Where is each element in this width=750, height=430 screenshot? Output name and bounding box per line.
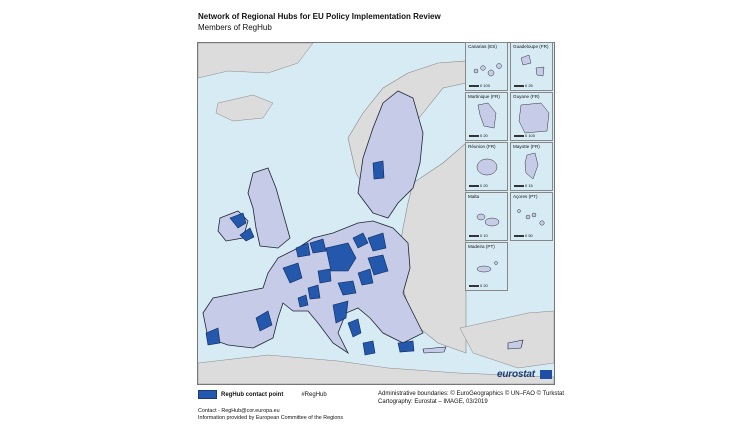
inset-label: Martinique (FR): [468, 94, 500, 99]
cartography-credit: Cartography: Eurostat – IMAGE, 03/2019: [378, 399, 488, 405]
reghub-region: [307, 284, 321, 300]
greenland-land: [198, 43, 314, 79]
inset-islands: [476, 158, 498, 176]
reghub-regions: [205, 160, 415, 356]
inset-guyane: Guyane (FR) 0 100: [510, 92, 553, 141]
reghub-region: [239, 227, 255, 242]
reghub-region: [282, 262, 303, 284]
inset-label: Réunion (FR): [468, 144, 496, 149]
contact-info: Contact - RegHub@cor.europa.eu Informati…: [198, 408, 343, 422]
inset-scale: 0 20: [469, 133, 488, 138]
reghub-region: [397, 340, 415, 353]
north-africa-land: [198, 354, 554, 384]
reghub-region: [337, 280, 357, 296]
reghub-region: [295, 242, 311, 258]
inset-scale: 0 100: [514, 133, 535, 138]
inset-label: Mayotte (FR): [513, 144, 540, 149]
inset-canarias: Canarias (ES) 0 100: [465, 42, 508, 91]
inset-panels: Canarias (ES) 0 100 Guadeloupe (FR) 0 25…: [465, 42, 553, 292]
reghub-region: [332, 300, 349, 324]
sweden-finland: [357, 90, 424, 219]
inset-islands: [517, 209, 545, 226]
cyprus: [507, 339, 524, 350]
reghub-region: [255, 310, 273, 332]
legend-label: RegHub contact point: [221, 391, 284, 398]
reghub-region: [367, 254, 389, 276]
iceland-land: [215, 94, 274, 122]
inset-islands: [473, 63, 502, 77]
inset-scale: 0 50: [514, 233, 533, 238]
united-kingdom: [247, 167, 291, 249]
inset-label: Canarias (ES): [468, 44, 497, 49]
eu-flag-icon: [540, 370, 552, 379]
inset-scale: 0 20: [469, 183, 488, 188]
inset-scale: 0 25: [514, 83, 533, 88]
inset-scale: 0 15: [514, 183, 533, 188]
inset-reunion: Réunion (FR) 0 20: [465, 142, 508, 191]
inset-islands: [477, 102, 497, 129]
reghub-region: [367, 232, 387, 252]
contact-email: Contact - RegHub@cor.europa.eu: [198, 408, 280, 414]
inset-label: Guyane (FR): [513, 94, 540, 99]
reghub-region: [357, 268, 374, 286]
map-subtitle: Members of RegHub: [198, 23, 272, 32]
reghub-region: [317, 268, 332, 284]
inset-islands: [518, 102, 550, 134]
inset-scale: 0 10: [469, 233, 488, 238]
reghub-region: [229, 212, 247, 229]
inset-islands: [520, 54, 545, 77]
inset-islands: [476, 213, 500, 227]
reghub-region: [347, 318, 362, 338]
inset-label: Guadeloupe (FR): [513, 44, 549, 49]
eurostat-logo: eurostat: [497, 369, 535, 380]
inset-martinique: Martinique (FR) 0 20: [465, 92, 508, 141]
reghub-region: [309, 238, 327, 254]
inset-madeira: Madeira (PT) 0 20: [465, 242, 508, 291]
map-drawing: [198, 43, 554, 384]
inset-label: Açores (PT): [513, 194, 538, 199]
inset-mayotte: Mayotte (FR) 0 15: [510, 142, 553, 191]
inset-islands: [524, 152, 539, 180]
inset-label: Madeira (PT): [468, 244, 495, 249]
reghub-region: [372, 160, 385, 180]
map-legend: RegHub contact point #RegHub: [198, 390, 327, 399]
info-source: Information provided by European Committ…: [198, 415, 344, 421]
map-title: Network of Regional Hubs for EU Policy I…: [198, 12, 441, 21]
inset-islands: [476, 261, 498, 273]
reghub-swatch: [198, 390, 217, 399]
reghub-region: [205, 327, 221, 346]
inset-scale: 0 20: [469, 283, 488, 288]
reghub-region: [325, 242, 357, 272]
reghub-region: [297, 294, 309, 308]
reghub-region: [352, 232, 369, 249]
source-notes: Administrative boundaries: © EuroGeograp…: [378, 390, 564, 406]
inset-scale: 0 100: [469, 83, 490, 88]
inset-acores: Açores (PT) 0 50: [510, 192, 553, 241]
inset-label: Malta: [468, 194, 480, 199]
inset-guadeloupe: Guadeloupe (FR) 0 25: [510, 42, 553, 91]
boundaries-credit: Administrative boundaries: © EuroGeograp…: [378, 391, 565, 397]
reghub-region: [362, 340, 376, 356]
turkey-land: [459, 310, 554, 369]
legend-hashtag: #RegHub: [301, 391, 327, 398]
inset-malta: Malta 0 10: [465, 192, 508, 241]
crete: [422, 346, 447, 354]
